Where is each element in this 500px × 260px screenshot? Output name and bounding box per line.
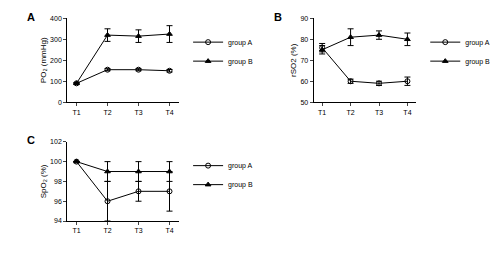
svg-text:B: B	[274, 11, 282, 23]
svg-text:SpO₂ (%): SpO₂ (%)	[39, 164, 48, 198]
svg-text:96: 96	[54, 198, 62, 205]
svg-text:T1: T1	[72, 227, 80, 234]
svg-text:102: 102	[50, 138, 62, 145]
svg-text:group A: group A	[465, 39, 489, 47]
svg-text:T1: T1	[318, 109, 326, 116]
svg-text:T2: T2	[103, 227, 111, 234]
svg-text:T4: T4	[165, 109, 173, 116]
svg-text:50: 50	[300, 99, 308, 106]
svg-text:T2: T2	[103, 109, 111, 116]
svg-text:group A: group A	[228, 39, 252, 47]
svg-text:T4: T4	[403, 109, 411, 116]
svg-text:T3: T3	[134, 227, 142, 234]
svg-text:T4: T4	[165, 227, 173, 234]
svg-text:PO₂ (mmHg): PO₂ (mmHg)	[39, 37, 48, 83]
svg-text:T3: T3	[375, 109, 383, 116]
svg-text:T3: T3	[134, 109, 142, 116]
svg-text:group B: group B	[465, 58, 490, 66]
svg-text:T2: T2	[347, 109, 355, 116]
svg-text:T1: T1	[72, 109, 80, 116]
svg-text:group B: group B	[228, 58, 253, 66]
svg-text:90: 90	[300, 15, 308, 22]
svg-text:rSO2 (%): rSO2 (%)	[289, 43, 298, 77]
svg-text:group A: group A	[228, 162, 252, 170]
svg-text:C: C	[27, 134, 35, 146]
svg-text:80: 80	[300, 36, 308, 43]
svg-text:group B: group B	[228, 181, 253, 189]
svg-text:70: 70	[300, 57, 308, 64]
svg-text:200: 200	[50, 57, 62, 64]
svg-text:60: 60	[300, 78, 308, 85]
svg-text:94: 94	[54, 217, 62, 224]
svg-text:400: 400	[50, 15, 62, 22]
svg-text:300: 300	[50, 36, 62, 43]
svg-text:0: 0	[58, 99, 62, 106]
svg-text:100: 100	[50, 78, 62, 85]
svg-text:A: A	[27, 11, 35, 23]
svg-text:98: 98	[54, 178, 62, 185]
svg-text:100: 100	[50, 158, 62, 165]
